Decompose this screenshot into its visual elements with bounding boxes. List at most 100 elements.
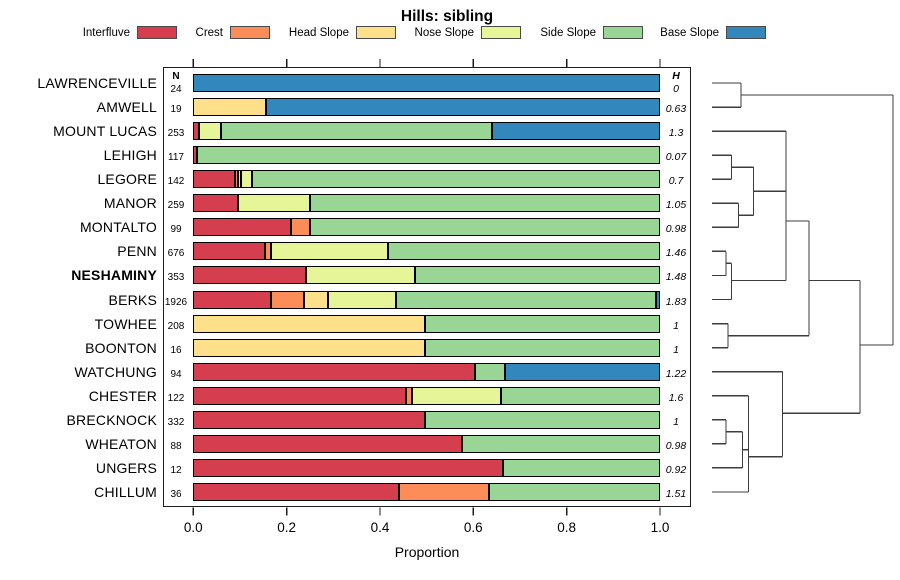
stacked-bar bbox=[193, 314, 660, 333]
stacked-bar bbox=[193, 266, 660, 285]
row-label: WATCHUNG bbox=[74, 363, 157, 380]
bar-segment-base-slope bbox=[491, 122, 660, 141]
h-value: 1.48 bbox=[665, 271, 687, 284]
bar-segment-interfluve bbox=[193, 122, 199, 141]
n-value: 99 bbox=[170, 224, 182, 236]
bar-segment-side-slope bbox=[415, 266, 660, 285]
stacked-bar bbox=[193, 483, 660, 502]
bar-segment-side-slope bbox=[424, 314, 660, 333]
legend-swatch-crest bbox=[230, 26, 270, 39]
n-value: 24 bbox=[170, 84, 182, 95]
x-axis-tick-label: 0.6 bbox=[463, 520, 483, 535]
n-value: 94 bbox=[170, 368, 182, 380]
bar-segment-interfluve bbox=[193, 458, 503, 477]
bar-segment-side-slope bbox=[502, 458, 660, 477]
h-value: 1.83 bbox=[665, 295, 687, 308]
bar-segment-side-slope bbox=[500, 386, 660, 405]
row-label: LEHIGH bbox=[103, 147, 157, 164]
row-label: PENN bbox=[117, 243, 157, 260]
bar-segment-side-slope bbox=[309, 194, 660, 213]
legend-swatch-head-slope bbox=[356, 26, 396, 39]
stacked-bar bbox=[193, 338, 660, 357]
n-value: 353 bbox=[167, 272, 185, 284]
n-value: 122 bbox=[167, 392, 185, 404]
bar-segment-crest bbox=[405, 386, 413, 405]
bar-segment-base-slope bbox=[266, 98, 660, 117]
x-axis-tick-label: 0.0 bbox=[183, 520, 203, 535]
h-value: 1.05 bbox=[665, 199, 687, 212]
x-axis-tick-label: 1.0 bbox=[650, 520, 670, 535]
bar-segment-crest bbox=[271, 290, 305, 309]
h-value: 1.6 bbox=[668, 391, 684, 404]
bar-segment-side-slope bbox=[396, 290, 657, 309]
stacked-bar bbox=[193, 194, 660, 213]
row-label: BERKS bbox=[108, 291, 157, 308]
row-label: MOUNT LUCAS bbox=[53, 123, 157, 140]
row-label: LAWRENCEVILLE bbox=[37, 75, 157, 91]
legend-label: Side Slope bbox=[540, 27, 596, 39]
bar-segment-head-slope bbox=[304, 290, 328, 309]
h-value: 0.98 bbox=[665, 223, 687, 236]
legend-label: Head Slope bbox=[288, 27, 349, 39]
stacked-bar bbox=[193, 122, 660, 141]
h-value: 0.98 bbox=[665, 439, 687, 452]
legend-label: Base Slope bbox=[660, 27, 719, 39]
legend-swatch-side-slope bbox=[603, 26, 643, 39]
n-value: 88 bbox=[170, 440, 182, 452]
bar-segment-side-slope bbox=[424, 410, 660, 429]
n-value: 208 bbox=[167, 320, 185, 332]
bar-segment-side-slope bbox=[221, 122, 492, 141]
x-axis-tick-label: 0.4 bbox=[370, 520, 390, 535]
bar-segment-nose-slope bbox=[198, 122, 222, 141]
page-title: Hills: sibling bbox=[400, 8, 494, 25]
bar-segment-interfluve bbox=[193, 483, 399, 502]
bar-segment-nose-slope bbox=[240, 170, 253, 189]
h-value: 1 bbox=[673, 319, 679, 332]
bar-segment-nose-slope bbox=[327, 290, 397, 309]
h-value: 0.7 bbox=[668, 175, 684, 188]
stacked-bar bbox=[193, 98, 660, 117]
bar-segment-head-slope bbox=[193, 314, 425, 333]
stacked-bar bbox=[193, 434, 660, 453]
bar-segment-side-slope bbox=[309, 218, 660, 237]
bar-segment-interfluve bbox=[193, 362, 476, 381]
row-label: CHILLUM bbox=[94, 484, 157, 501]
h-value: 1.3 bbox=[668, 127, 684, 140]
legend-label: Nose Slope bbox=[414, 27, 474, 39]
legend-swatch-nose-slope bbox=[481, 26, 521, 39]
bar-segment-interfluve bbox=[193, 434, 463, 453]
row-label: AMWELL bbox=[96, 99, 157, 116]
bar-segment-side-slope bbox=[462, 434, 660, 453]
plot-frame bbox=[163, 67, 691, 507]
bar-segment-head-slope bbox=[193, 338, 425, 357]
row-label: MONTALTO bbox=[79, 219, 157, 236]
bar-segment-side-slope bbox=[196, 146, 660, 165]
n-value: 676 bbox=[167, 248, 185, 260]
row-label: UNGERS bbox=[95, 459, 157, 476]
bar-segment-base-slope bbox=[193, 74, 660, 92]
row-label: BOONTON bbox=[85, 339, 157, 356]
row-label: WHEATON bbox=[85, 435, 157, 452]
n-value: 259 bbox=[167, 200, 185, 212]
h-value: 1.51 bbox=[665, 488, 687, 501]
h-value: 0.92 bbox=[665, 463, 687, 476]
stacked-bar bbox=[193, 74, 660, 92]
bar-segment-interfluve bbox=[193, 242, 265, 261]
bar-segment-base-slope bbox=[656, 290, 660, 309]
row-label: BRECKNOCK bbox=[66, 411, 157, 428]
bar-segment-crest bbox=[398, 483, 489, 502]
n-value: 117 bbox=[168, 152, 184, 164]
h-value: 1.46 bbox=[665, 247, 687, 260]
bar-segment-crest bbox=[291, 218, 310, 237]
legend-swatch-base-slope bbox=[726, 26, 766, 39]
bar-segment-crest bbox=[235, 170, 238, 189]
h-value: 0 bbox=[673, 83, 679, 95]
bar-segment-head-slope bbox=[237, 170, 241, 189]
n-value: 36 bbox=[170, 489, 182, 501]
bar-segment-interfluve bbox=[193, 194, 238, 213]
h-column-header: H bbox=[672, 70, 680, 82]
n-value: 12 bbox=[170, 464, 182, 476]
legend-label: Interfluve bbox=[82, 27, 130, 39]
bar-segment-interfluve bbox=[193, 386, 406, 405]
h-value: 1.22 bbox=[665, 367, 687, 380]
